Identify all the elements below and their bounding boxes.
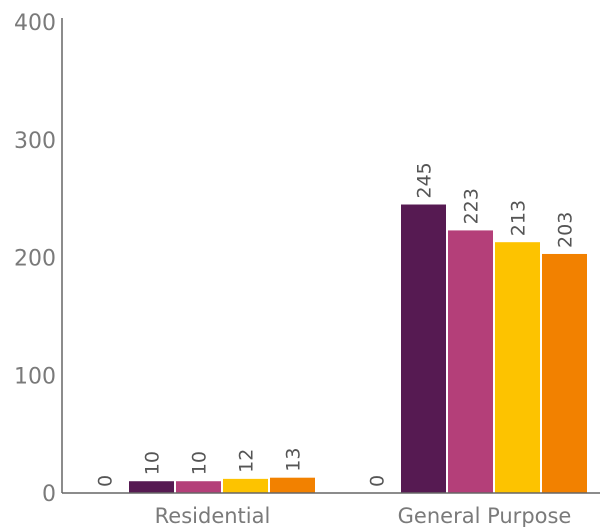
bar-0-4	[270, 477, 315, 493]
data-label-0-3: 12	[236, 449, 258, 473]
data-labels: 0 10 10 12 13 0 245 223 213 203	[95, 162, 577, 487]
bar-0-1	[129, 481, 174, 493]
y-tick-label-0: 0	[42, 482, 56, 507]
data-label-1-2: 223	[461, 188, 483, 224]
bar-0-2	[176, 481, 221, 493]
y-tick-label-1: 100	[14, 364, 56, 389]
bar-1-1	[401, 204, 446, 493]
category-label-0: Residential	[155, 504, 271, 527]
bar-0-3	[223, 478, 268, 493]
y-tick-label-4: 400	[14, 11, 56, 36]
y-tick-label-3: 300	[14, 129, 56, 154]
y-axis-ticks: 0 100 200 300 400	[14, 11, 56, 507]
data-label-1-1: 245	[414, 162, 436, 198]
bar-1-3	[495, 242, 540, 493]
data-label-1-0: 0	[367, 475, 389, 487]
bar-1-2	[448, 230, 493, 494]
data-label-1-4: 203	[555, 212, 577, 248]
data-label-1-3: 213	[508, 200, 530, 236]
data-label-0-2: 10	[189, 451, 211, 475]
bar-1-4	[542, 253, 587, 493]
data-label-0-4: 13	[283, 448, 305, 472]
bars	[129, 204, 587, 494]
category-labels: Residential General Purpose	[155, 504, 572, 527]
data-label-0-0: 0	[95, 475, 117, 487]
y-tick-label-2: 200	[14, 247, 56, 272]
category-label-1: General Purpose	[398, 504, 572, 527]
data-label-0-1: 10	[142, 451, 164, 475]
